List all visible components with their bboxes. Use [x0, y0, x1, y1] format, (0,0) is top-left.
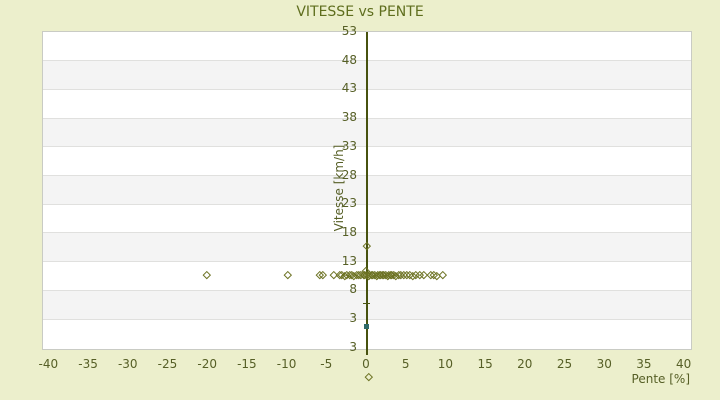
y-tick-label: 23 — [341, 196, 357, 211]
x-tick-label: -30 — [117, 357, 138, 371]
y-tick-label: 43 — [341, 81, 357, 96]
x-tick-label: -40 — [38, 357, 59, 371]
x-tick-label: -5 — [320, 357, 333, 371]
y-axis-zero-line — [366, 32, 368, 355]
data-point-diamond — [364, 373, 373, 382]
x-tick-label: 10 — [437, 357, 454, 371]
x-tick-label: -25 — [157, 357, 178, 371]
x-tick-label: -20 — [197, 357, 217, 371]
chart-title: VITESSE vs PENTE — [296, 4, 424, 20]
x-tick-label: -15 — [237, 357, 257, 371]
x-tick-label: 15 — [477, 357, 493, 371]
x-tick-label: -10 — [276, 357, 297, 371]
y-tick-label: 33 — [341, 138, 357, 153]
y-tick-label: 18 — [341, 224, 357, 239]
x-axis-title: Pente [%] — [631, 372, 690, 386]
y-tick-label: 53 — [341, 24, 357, 38]
y-tick-label: 48 — [341, 52, 357, 67]
y-tick-label: 3 — [349, 339, 357, 354]
x-tick-label: 5 — [401, 357, 410, 371]
x-tick-label: 35 — [636, 357, 652, 371]
y-tick-label: 28 — [341, 167, 357, 182]
x-tick-label: 30 — [596, 357, 612, 371]
y-axis-title: Vitesse [km/h] — [332, 144, 346, 232]
y-tick-label: 38 — [341, 110, 357, 125]
x-tick-label: -35 — [78, 357, 98, 371]
y-tick-label: 13 — [341, 253, 357, 268]
x-tick-label: 20 — [517, 357, 533, 371]
plot-area — [42, 31, 692, 355]
x-tick-label: 0 — [362, 357, 370, 371]
y-tick-label: 3 — [349, 311, 357, 326]
x-tick-label: 25 — [556, 357, 573, 371]
y-tick-label: 8 — [349, 282, 357, 297]
x-tick-label: 40 — [676, 357, 692, 371]
